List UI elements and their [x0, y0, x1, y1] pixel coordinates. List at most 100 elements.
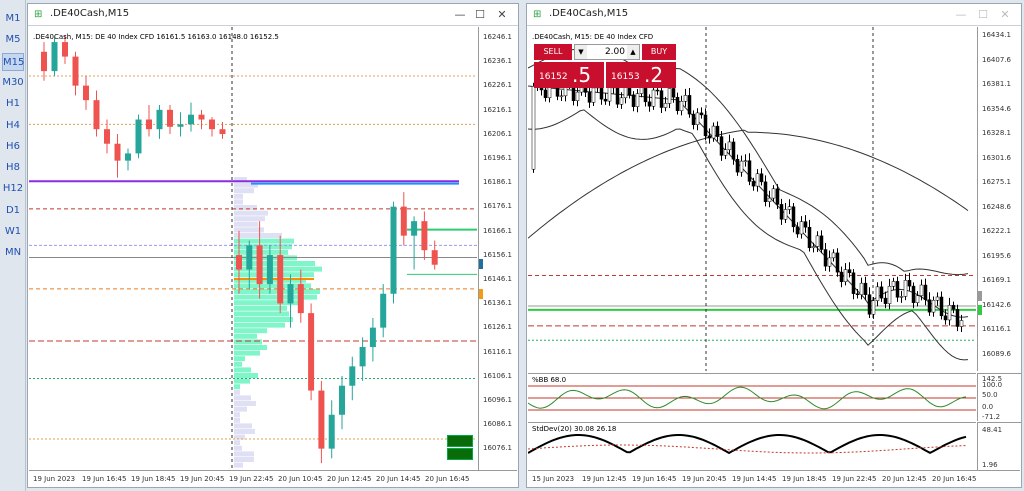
- price-tick: 16381.1: [982, 80, 1011, 88]
- bb-tick: 50.0: [982, 391, 998, 399]
- price-tick: 16434.1: [982, 31, 1011, 39]
- stddev-indicator-label: StdDev(20) 30.08 26.18: [532, 425, 617, 433]
- candle-body: [895, 281, 900, 298]
- profile-bar: [234, 462, 243, 468]
- profile-bar: [234, 289, 320, 294]
- candle-body: [135, 119, 142, 154]
- timeframe-h6[interactable]: H6: [6, 140, 20, 152]
- candle-body: [879, 286, 884, 299]
- candle-body: [939, 296, 944, 317]
- poc-toggle-button[interactable]: [447, 435, 473, 447]
- timeframe-h8[interactable]: H8: [6, 162, 20, 174]
- profile-bar: [234, 238, 294, 244]
- candle-body: [843, 269, 848, 282]
- close-button[interactable]: ✕: [1000, 8, 1010, 21]
- candle-body: [771, 188, 776, 199]
- profile-bar: [234, 423, 252, 429]
- time-tick: 20 Jun 12:45: [327, 475, 372, 483]
- profile-bar: [234, 328, 267, 334]
- timeframe-mn[interactable]: MN: [4, 247, 22, 259]
- time-tick: 19 Jun 14:45: [732, 475, 777, 483]
- maximize-button[interactable]: ☐: [978, 8, 988, 21]
- candle-body: [655, 89, 660, 92]
- candle-body: [339, 385, 345, 415]
- candle-body: [811, 246, 816, 249]
- minimize-button[interactable]: —: [955, 8, 967, 21]
- candle-body: [759, 173, 764, 183]
- candle-body: [863, 282, 868, 295]
- minimize-button[interactable]: —: [454, 8, 466, 21]
- timeframe-m5[interactable]: M5: [5, 34, 21, 46]
- candle-body: [951, 305, 956, 310]
- timeframe-m15[interactable]: M15: [2, 52, 24, 71]
- timeframe-d1[interactable]: D1: [5, 204, 21, 216]
- profile-bar: [234, 227, 264, 233]
- volume-value[interactable]: 2.00: [604, 47, 625, 57]
- candle-body: [767, 197, 772, 202]
- candle-body: [198, 114, 205, 120]
- price-tick: 16126.1: [483, 323, 512, 332]
- profile-bar: [234, 412, 240, 418]
- candle-body: [62, 42, 68, 57]
- profile-bar: [234, 182, 258, 188]
- profile-bar: [234, 199, 243, 205]
- candle-body: [647, 101, 652, 107]
- candle-body: [631, 94, 636, 107]
- timeframe-m1[interactable]: M1: [5, 13, 21, 24]
- time-tick: 19 Jun 2023: [33, 475, 76, 483]
- left-price-plot[interactable]: .DE40Cash, M15: DE 40 Index CFD 16161.5 …: [29, 27, 477, 470]
- profile-bar: [234, 261, 315, 266]
- bid-price-button[interactable]: 16152 .5: [534, 62, 604, 88]
- stddev-tick: 48.41: [982, 426, 1003, 434]
- price-tick: 16195.6: [982, 251, 1011, 260]
- candle-body: [51, 42, 58, 72]
- chevron-up-icon[interactable]: ▲: [627, 45, 639, 59]
- timeframe-h1[interactable]: H1: [6, 98, 20, 110]
- one-click-trading-panel: SELL ▼ 2.00 ▲ BUY 16152 .5 16153 .2: [534, 44, 676, 88]
- profile-bar: [234, 305, 287, 311]
- candle-body: [779, 204, 784, 220]
- price-tick: 16156.1: [483, 250, 512, 259]
- candle-body: [803, 221, 808, 228]
- timeframe-m30[interactable]: M30: [2, 76, 24, 88]
- candle-body: [369, 327, 376, 348]
- candle-body: [246, 245, 253, 270]
- profile-bar: [234, 177, 247, 182]
- candle-body: [619, 97, 624, 105]
- time-tick: 20 Jun 12:45: [882, 475, 927, 483]
- price-tick: 16089.6: [982, 349, 1011, 358]
- right-chart-header: .DE40Cash, M15: DE 40 Index CFD: [532, 33, 654, 41]
- timeframe-h4[interactable]: H4: [6, 119, 20, 131]
- candle-body: [751, 181, 756, 187]
- timeframe-h12[interactable]: H12: [2, 183, 24, 195]
- sell-button[interactable]: SELL: [534, 44, 572, 60]
- candle-body: [795, 226, 800, 235]
- ask-price-button[interactable]: 16153 .2: [606, 62, 676, 88]
- price-tick: 16116.1: [483, 347, 512, 356]
- price-tick: 16226.1: [483, 81, 512, 90]
- candle-body: [839, 271, 844, 282]
- candle-body: [691, 113, 696, 125]
- timeframe-w1[interactable]: W1: [4, 226, 22, 237]
- chevron-down-icon[interactable]: ▼: [575, 45, 587, 59]
- order-price-tag: [978, 304, 982, 315]
- stddev-tick: 1.96: [982, 461, 998, 469]
- profile-bar: [234, 417, 240, 423]
- close-button[interactable]: ✕: [497, 8, 507, 21]
- price-tick: 16222.1: [982, 227, 1011, 235]
- candle-body: [923, 284, 928, 300]
- price-tick: 16086.1: [483, 420, 512, 429]
- left-window-title: .DE40Cash,M15: [50, 8, 130, 19]
- candle-body: [787, 206, 792, 210]
- bb-middle-band: [528, 85, 969, 318]
- buy-button[interactable]: BUY: [642, 44, 676, 60]
- candle-body: [791, 206, 796, 228]
- candle-body: [931, 299, 936, 313]
- maximize-button[interactable]: ☐: [475, 8, 485, 21]
- volume-field[interactable]: ▼ 2.00 ▲: [574, 44, 640, 60]
- candle-body: [559, 95, 564, 98]
- bb-indicator-plot[interactable]: %BB 68.0: [528, 373, 976, 421]
- candle-body: [104, 129, 110, 144]
- vol-toggle-button[interactable]: [447, 448, 473, 460]
- stddev-indicator-plot[interactable]: StdDev(20) 30.08 26.18: [528, 422, 976, 470]
